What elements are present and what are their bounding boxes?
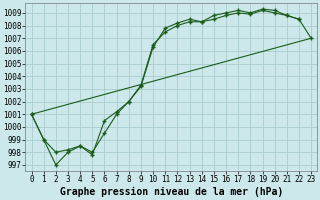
- X-axis label: Graphe pression niveau de la mer (hPa): Graphe pression niveau de la mer (hPa): [60, 187, 283, 197]
